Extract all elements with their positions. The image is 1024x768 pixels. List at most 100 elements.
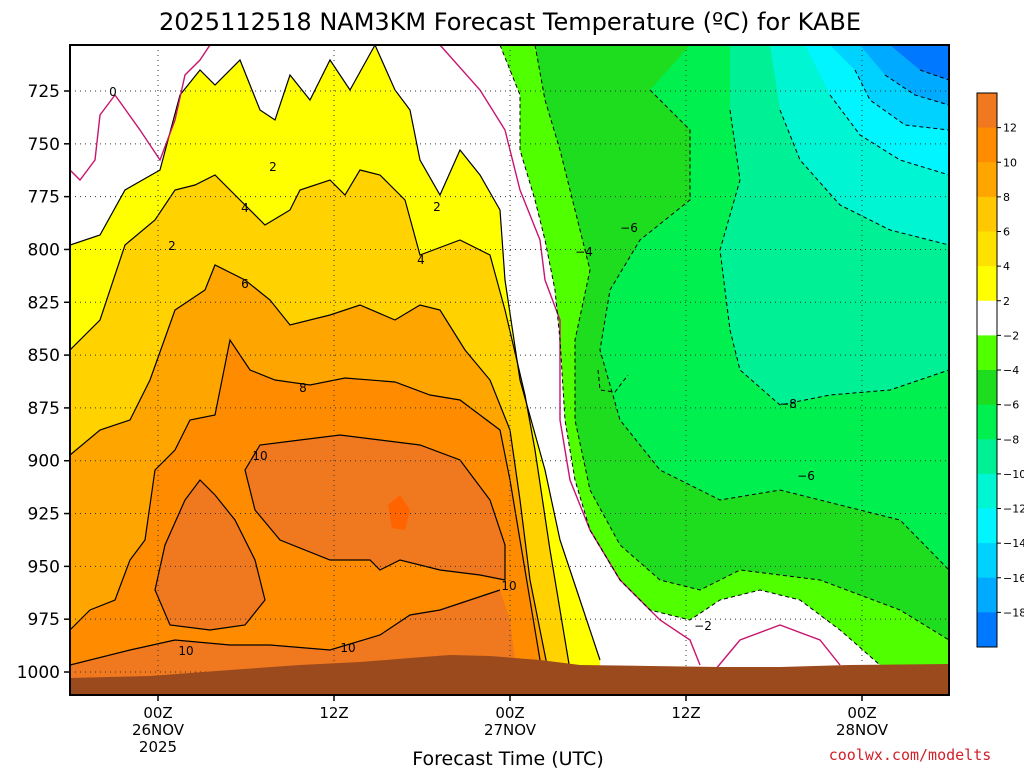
contour-label: 10: [252, 449, 267, 463]
colorbar-label: 8: [1003, 191, 1010, 204]
band-below-minus18: [890, 45, 949, 80]
contour-minus6-loop: [597, 369, 629, 393]
contour-minus18: [919, 69, 949, 81]
colorbar-swatch: [977, 612, 997, 648]
colorbar-label: 10: [1003, 156, 1017, 169]
y-tick-label: 925: [28, 505, 60, 525]
colorbar-swatch: [977, 543, 997, 579]
contour-label: 10: [501, 579, 516, 593]
colorbar-swatch: [977, 577, 997, 613]
y-tick-label: 850: [28, 346, 60, 366]
colorbar-swatch: [977, 370, 997, 406]
contour-4: [70, 169, 575, 695]
colorbar-label: 2: [1003, 295, 1010, 308]
y-tick-label: 725: [28, 82, 60, 102]
contour-label: −8: [779, 397, 797, 411]
gridlines: [70, 45, 949, 695]
colorbar-label: −8: [1003, 433, 1019, 446]
contour-minus10: [779, 109, 949, 246]
contour-minus4: [534, 45, 949, 641]
colorbar-label: −10: [1003, 468, 1024, 481]
x-tick-label: 00Z: [847, 704, 876, 722]
colorbar-label: 4: [1003, 260, 1010, 273]
contour-label: 2: [433, 200, 441, 214]
y-tick-label: 750: [28, 135, 60, 155]
chart-title: 2025112518 NAM3KM Forecast Temperature (…: [159, 8, 861, 36]
contour-label: −2: [694, 619, 712, 633]
colorbar-swatch: [977, 300, 997, 336]
colorbar-swatch: [977, 404, 997, 440]
contour-10-lower: [70, 589, 501, 666]
contour-10-center: [244, 434, 506, 581]
colorbar-swatch: [977, 266, 997, 302]
y-tick-label: 950: [28, 557, 60, 577]
contour-label: 10: [178, 644, 193, 658]
contour-label: −6: [620, 221, 638, 235]
colorbar-swatch: [977, 335, 997, 371]
colorbar-label: −18: [1003, 606, 1024, 619]
contour-label: 6: [241, 277, 249, 291]
contour-label: −4: [575, 245, 593, 259]
contour-10-left: [154, 479, 266, 631]
contour-0-right: [714, 624, 841, 671]
x-tick-label: 12Z: [671, 704, 700, 722]
contour-labels: 0 2 2 2 4 4 6 8 10 10 10 10 −4 −6 −8 −6 −2: [109, 85, 815, 658]
colorbar-swatch: [977, 508, 997, 544]
band-above-12: [388, 495, 410, 530]
colorbar-label: −6: [1003, 399, 1019, 412]
colorbar-swatch: [977, 162, 997, 198]
contour-8: [70, 338, 541, 661]
contour-label: 4: [417, 253, 425, 267]
colorbar-label: −2: [1003, 329, 1019, 342]
y-tick-label: 900: [28, 452, 60, 472]
colorbar-label: −12: [1003, 503, 1024, 516]
colorbar: 12 10 8 6 4 2 −2 −4 −6 −8 −10 −12 −14 −16 −18: [976, 92, 1024, 648]
ground-terrain: [70, 655, 949, 695]
plot-area: [70, 45, 949, 695]
colorbar-swatch: [977, 231, 997, 267]
colorbar-label: −16: [1003, 572, 1024, 585]
colorbar-swatch: [977, 473, 997, 509]
colorbar-swatch: [977, 127, 997, 163]
negative-contours: [499, 45, 949, 666]
y-tick-label: 975: [28, 610, 60, 630]
y-tick-label: 1000: [17, 663, 60, 683]
contour-label: 4: [241, 201, 249, 215]
contour-minus2: [499, 45, 881, 666]
band-10-to-12-center: [245, 435, 505, 580]
contour-2: [70, 45, 601, 661]
band-10-to-12-upper: [155, 480, 265, 630]
colorbar-label: −4: [1003, 364, 1019, 377]
colorbar-swatch: [977, 196, 997, 232]
x-tick-label: 00Z: [495, 704, 524, 722]
contour-label: 10: [340, 641, 355, 655]
x-axis-title: Forecast Time (UTC): [412, 748, 603, 768]
y-tick-label: 775: [28, 188, 60, 208]
y-tick-label: 875: [28, 399, 60, 419]
contour-label: 2: [168, 239, 176, 253]
x-tick-label: 28NOV: [836, 721, 889, 739]
y-axis: 725 750 775 800 825 850 875 900 925 950 975 1000: [17, 82, 70, 683]
contour-label: 8: [299, 381, 307, 395]
colorbar-label: 12: [1003, 122, 1017, 135]
colorbar-swatch: [977, 439, 997, 475]
contour-minus12: [829, 94, 949, 176]
contour-minus6: [599, 89, 949, 571]
colorbar-swatch: [977, 93, 997, 129]
positive-contours: [70, 45, 601, 695]
contour-label: 0: [109, 85, 117, 99]
x-tick-label: 26NOV: [132, 721, 185, 739]
credit-text: coolwx.com/modelts: [829, 746, 992, 764]
colorbar-label: 6: [1003, 226, 1010, 239]
contour-6: [70, 264, 551, 681]
contour-0-left: [70, 45, 211, 182]
y-tick-label: 800: [28, 240, 60, 260]
contour-label: 2: [269, 160, 277, 174]
contour-minus16: [884, 74, 949, 106]
x-tick-label: 12Z: [319, 704, 348, 722]
contour-minus8: [719, 109, 949, 406]
contour-label: −6: [797, 469, 815, 483]
colorbar-label: −14: [1003, 537, 1024, 550]
